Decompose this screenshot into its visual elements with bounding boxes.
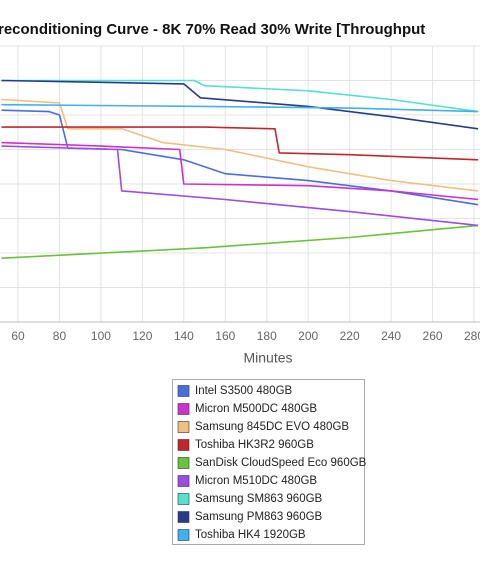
legend-label: Toshiba HK4 1920GB [195,529,306,541]
x-tick-label: 120 [132,329,152,343]
legend-label: Samsung PM863 960GB [195,511,323,523]
series-line [1,109,479,206]
x-tick-label: 140 [174,329,194,343]
x-tick-label: 180 [257,329,277,343]
legend-swatch [177,475,190,487]
series-line [1,103,479,113]
x-tick-label: 100 [91,329,111,343]
legend-swatch [177,493,190,505]
legend-swatch [177,457,190,469]
x-tick-label: 80 [53,329,67,343]
legend-box [172,379,365,545]
legend-label: Intel S3500 480GB [195,385,293,397]
series-line [1,79,479,130]
legend-swatch [177,385,190,397]
x-tick-label: 200 [298,329,318,343]
legend-label: Micron M510DC 480GB [195,475,317,487]
series-line [1,141,479,201]
series-line [1,145,479,227]
legend-label: Samsung 845DC EVO 480GB [195,421,349,433]
series-line [1,79,479,113]
x-tick-label: 220 [340,329,360,343]
chart-title: reconditioning Curve - 8K 70% Read 30% W… [0,21,425,38]
series-line [1,126,479,161]
legend-swatch [177,439,190,451]
x-tick-label: 280 [464,329,480,343]
series-line [1,224,479,259]
x-tick-label: 260 [423,329,443,343]
legend-swatch [177,403,190,415]
x-tick-label: 60 [11,329,25,343]
x-tick-label: 240 [381,329,401,343]
legend-label: Toshiba HK3R2 960GB [195,439,314,451]
legend-swatch [177,511,190,523]
legend-swatch [177,529,190,541]
legend-label: Micron M500DC 480GB [195,403,317,415]
x-axis-label: Minutes [243,350,292,366]
legend-label: SanDisk CloudSpeed Eco 960GB [195,457,367,469]
series-line [1,98,479,192]
x-tick-label: 160 [215,329,235,343]
legend-swatch [177,421,190,433]
legend-label: Samsung SM863 960GB [195,493,323,505]
